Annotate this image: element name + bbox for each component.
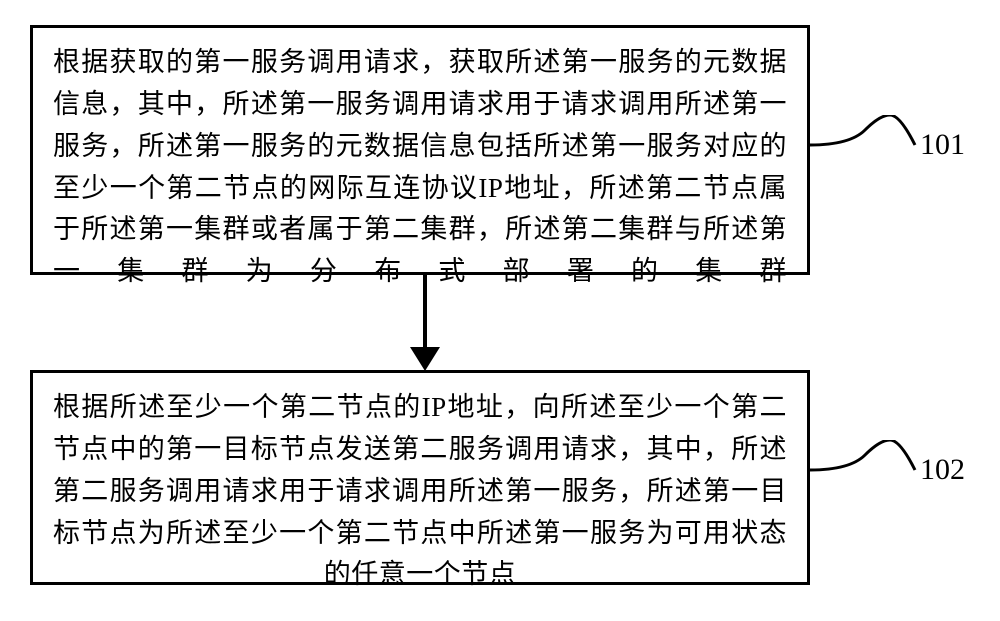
connector-curve-icon	[810, 440, 930, 500]
step-101-text: 根据获取的第一服务调用请求，获取所述第一服务的元数据信息，其中，所述第一服务调用…	[53, 42, 787, 293]
step-label-102: 102	[920, 453, 965, 487]
flow-step-102: 根据所述至少一个第二节点的IP地址，向所述至少一个第二节点中的第一目标节点发送第…	[30, 370, 810, 585]
connector-curve-icon	[810, 115, 930, 175]
label-connector-101	[810, 115, 930, 175]
label-connector-102	[810, 440, 930, 500]
flow-arrow	[410, 275, 440, 372]
step-label-101: 101	[920, 128, 965, 162]
arrow-line	[423, 275, 427, 353]
flowchart-container: 根据获取的第一服务调用请求，获取所述第一服务的元数据信息，其中，所述第一服务调用…	[0, 0, 1000, 621]
flow-step-101: 根据获取的第一服务调用请求，获取所述第一服务的元数据信息，其中，所述第一服务调用…	[30, 25, 810, 275]
arrow-head	[410, 347, 440, 371]
step-102-text: 根据所述至少一个第二节点的IP地址，向所述至少一个第二节点中的第一目标节点发送第…	[53, 387, 787, 596]
